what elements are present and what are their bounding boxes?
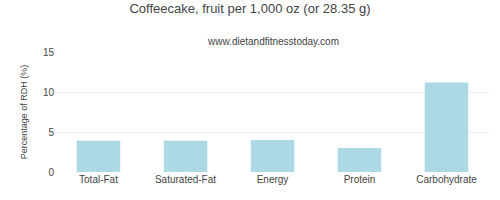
svg-text:Percentage of RDH (%): Percentage of RDH (%) — [19, 65, 29, 160]
svg-text:0: 0 — [48, 167, 54, 178]
svg-text:Total-Fat: Total-Fat — [79, 174, 118, 185]
svg-text:Coffeecake, fruit per 1,000 oz: Coffeecake, fruit per 1,000 oz (or 28.35… — [129, 1, 370, 16]
svg-text:www.dietandfitnesstoday.com: www.dietandfitnesstoday.com — [207, 36, 339, 47]
svg-text:10: 10 — [43, 87, 55, 98]
svg-text:Saturated-Fat: Saturated-Fat — [155, 174, 216, 185]
svg-text:15: 15 — [43, 47, 55, 58]
svg-text:Energy: Energy — [257, 174, 289, 185]
svg-text:Protein: Protein — [344, 174, 376, 185]
svg-text:5: 5 — [48, 127, 54, 138]
svg-text:Carbohydrate: Carbohydrate — [416, 174, 477, 185]
